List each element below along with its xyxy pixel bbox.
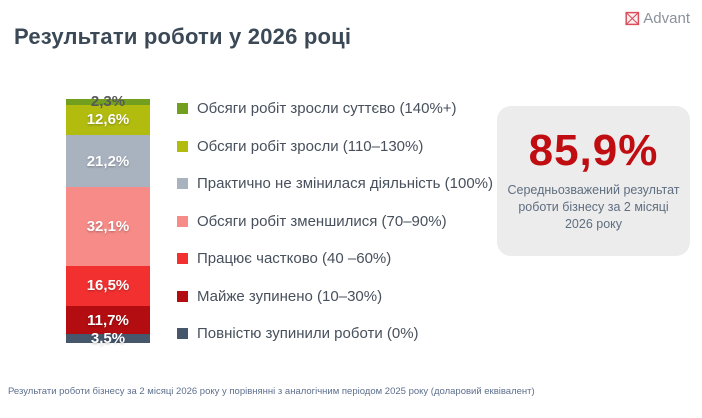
- legend-label: Практично не змінилася діяльність (100%): [197, 175, 494, 192]
- legend-item: Майже зупинено (10–30%): [177, 288, 493, 305]
- legend-item: Обсяги робіт зросли суттєво (140%+): [177, 100, 493, 117]
- page-title: Результати роботи у 2026 році: [14, 24, 352, 49]
- legend-item: Працює частково (40 –60%): [177, 250, 493, 267]
- chart-legend: Обсяги робіт зросли суттєво (140%+) Обсяг…: [177, 100, 493, 342]
- bar-segment: 12,6%: [66, 104, 150, 136]
- legend-label: Обсяги робіт зросли суттєво (140%+): [197, 100, 457, 117]
- legend-swatch: [177, 103, 188, 114]
- legend-swatch: [177, 290, 188, 302]
- summary-card: 85,9% Середньозважений результат роботи …: [497, 106, 690, 256]
- bar-segment-label: 12,6%: [86, 111, 130, 129]
- legend-swatch: [177, 253, 188, 264]
- summary-description: Середньозважений результат роботи бізнес…: [507, 183, 680, 231]
- brand-logo: Advant: [625, 10, 690, 27]
- legend-item: Обсяги робіт зросли (110–130%): [177, 138, 493, 155]
- brand-name: Advant: [643, 10, 690, 27]
- legend-label: Обсяги робіт зросли (110–130%): [197, 137, 424, 155]
- stacked-bar-chart: 2,3% 12,6% 21,2% 32,1% 16,5% 11,7% 3,5%: [66, 94, 150, 348]
- bar-segment: 32,1%: [66, 187, 150, 266]
- bar-segment: 11,7%: [66, 305, 150, 335]
- legend-swatch: [177, 140, 188, 152]
- bar-segment: 3,5%: [66, 330, 150, 348]
- legend-label: Повністю зупинили роботи (0%): [197, 325, 419, 342]
- bar-segment-label: 21,2%: [86, 152, 130, 170]
- bar-segment: 21,2%: [66, 135, 150, 188]
- bar-segment-label: 3,5%: [90, 330, 126, 348]
- legend-swatch: [177, 178, 188, 189]
- bar-segment-label: 11,7%: [87, 311, 129, 329]
- bar-segment-label: 2,3%: [90, 93, 126, 111]
- legend-swatch: [177, 215, 188, 227]
- bar-segment-label: 16,5%: [86, 277, 130, 295]
- legend-item: Обсяги робіт зменшилися (70–90%): [177, 213, 493, 230]
- bar-segment: 2,3%: [66, 94, 150, 109]
- bar-segment: 16,5%: [66, 265, 150, 306]
- legend-label: Майже зупинено (10–30%): [197, 287, 383, 305]
- summary-value: 85,9%: [528, 126, 659, 176]
- bar-segment-label: 32,1%: [86, 217, 130, 235]
- crossed-box-icon: [625, 11, 640, 26]
- legend-label: Обсяги робіт зменшилися (70–90%): [197, 212, 447, 230]
- footnote: Результати роботи бізнесу за 2 місяці 20…: [8, 386, 535, 397]
- legend-item: Практично не змінилася діяльність (100%): [177, 175, 493, 192]
- legend-label: Працює частково (40 –60%): [197, 250, 392, 267]
- legend-swatch: [177, 328, 188, 339]
- legend-item: Повністю зупинили роботи (0%): [177, 325, 493, 342]
